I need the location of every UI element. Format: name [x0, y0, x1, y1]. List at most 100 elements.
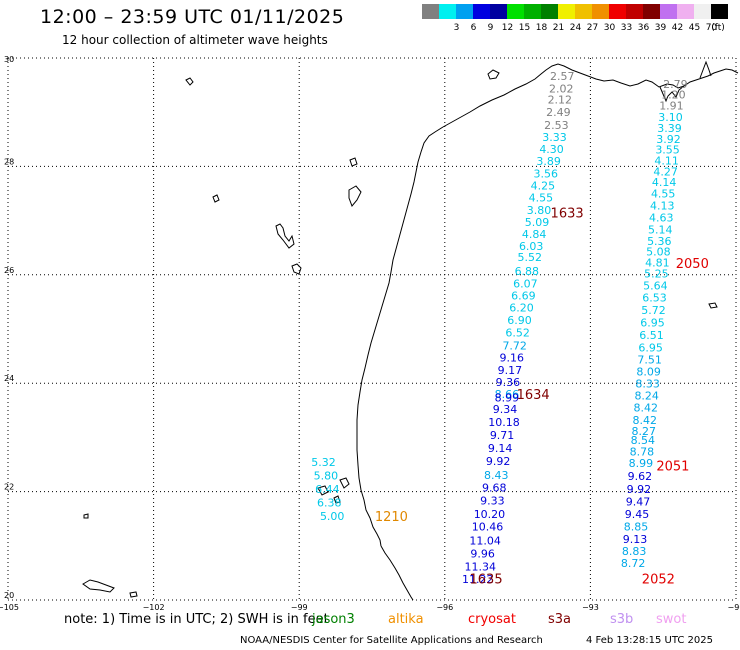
wave-height-value: 6.51: [639, 329, 664, 342]
axis-tick-labels: −105 −102 −99 −96 −93 −90 30 28 26 24 22 20: [0, 55, 740, 612]
lat-tick-label: 24: [4, 374, 14, 383]
wave-height-value: 8.33: [635, 378, 660, 391]
lakes-mexico: [317, 477, 350, 504]
mississippi-delta: [659, 85, 685, 103]
wave-height-value: 4.84: [522, 228, 547, 241]
legend-label: 33: [620, 23, 633, 33]
wave-height-value: 11.34: [464, 560, 496, 573]
legend-label: 42: [671, 23, 684, 33]
graticule: [7, 57, 737, 601]
lake-6: [487, 69, 500, 80]
satellite-name: altika: [388, 612, 424, 627]
legend-label: 15: [518, 23, 531, 33]
mobile-bay: [699, 60, 712, 79]
lake-3: [185, 77, 194, 86]
lat-tick-label: 26: [4, 266, 14, 275]
legend-swatch: [456, 4, 473, 19]
wave-height-value: 3.80: [527, 204, 552, 217]
wave-height-value: 6.95: [638, 341, 663, 354]
island-3: [129, 591, 138, 598]
wave-height-value: 1.91: [659, 100, 684, 113]
legend-swatch: [575, 4, 592, 19]
legend-swatch: [524, 4, 541, 19]
islands-south: [82, 579, 115, 593]
wave-height-value: 2.79: [663, 78, 688, 91]
page-title: 12:00 – 23:59 UTC 01/11/2025: [40, 6, 345, 28]
satellite-name: swot: [656, 612, 687, 627]
satellite-name: jason3: [312, 612, 355, 627]
wave-height-value: 4.11: [654, 154, 679, 167]
wave-height-value: 8.66: [495, 388, 520, 401]
footer-credit: NOAA/NESDIS Center for Satellite Applica…: [240, 635, 543, 646]
island-2: [83, 513, 89, 519]
legend-label: 6: [470, 23, 477, 33]
lake-7: [212, 194, 220, 203]
wave-height-value: 10.20: [474, 508, 506, 521]
wave-height-value: 4.63: [649, 211, 674, 224]
wave-height-value: 8.85: [624, 520, 649, 533]
legend-swatch: [592, 4, 609, 19]
lake-2: [291, 263, 302, 275]
wave-height-value: 9.68: [482, 481, 507, 494]
wave-height-value: 9.92: [627, 483, 652, 496]
legend-swatch: [558, 4, 575, 19]
lon-tick-label: −93: [582, 603, 599, 612]
wave-height-value: 6.53: [642, 292, 667, 305]
wave-height-value: 9.45: [625, 508, 650, 521]
pass-time-label: 2052: [642, 572, 675, 587]
note-text: note: 1) Time is in UTC; 2) SWH is in fe…: [64, 612, 329, 627]
wave-height-value: 6.44: [315, 483, 340, 496]
wave-height-value: 4.13: [650, 199, 675, 212]
legend-label: 27: [586, 23, 599, 33]
legend-swatch: [609, 4, 626, 19]
legend-label: 45: [688, 23, 701, 33]
wave-height-value: 6.88: [515, 265, 540, 278]
wave-height-value: 9.47: [626, 495, 651, 508]
wave-height-value: 5.00: [320, 510, 345, 523]
wave-height-value: 8.24: [634, 390, 659, 403]
wave-height-value: 4.30: [539, 143, 564, 156]
pass-time-label: 1635: [470, 572, 503, 587]
satellite-name: cryosat: [468, 612, 516, 627]
wave-height-value: 5.32: [311, 456, 336, 469]
legend-label: 70: [705, 23, 718, 33]
lat-tick-label: 30: [4, 55, 14, 64]
legend-swatch: [541, 4, 558, 19]
wave-height-value: 4.81: [645, 256, 670, 269]
wave-height-value: 9.96: [470, 547, 495, 560]
lake-4: [348, 185, 362, 207]
satellite-name: s3a: [548, 612, 572, 627]
wave-height-value: 2.02: [549, 82, 574, 95]
wave-height-value: 4.14: [652, 176, 677, 189]
wave-height-value: 8.54: [631, 434, 656, 447]
lon-tick-label: −105: [0, 603, 19, 612]
coastline-gulf: [356, 63, 739, 547]
lon-tick-label: −99: [291, 603, 308, 612]
wave-height-value: 1.20: [661, 88, 686, 101]
legend-swatch: [490, 4, 507, 19]
lake-5: [349, 157, 358, 167]
pass-time-label: 1210: [375, 510, 408, 525]
wave-height-value: 6.20: [509, 301, 534, 314]
wave-height-value: 4.55: [651, 188, 676, 201]
wave-height-value: 9.33: [480, 494, 505, 507]
wave-height-value: 2.57: [550, 70, 575, 83]
wave-height-value: 8.43: [484, 469, 509, 482]
wave-height-value: 3.92: [656, 133, 681, 146]
footer-timestamp: 4 Feb 13:28:15 UTC 2025: [586, 635, 713, 646]
wave-height-value: 5.80: [314, 469, 339, 482]
wave-height-value: 9.34: [493, 403, 518, 416]
wave-height-value: 6.69: [511, 289, 536, 302]
wave-height-value: 6.52: [505, 326, 530, 339]
wave-height-value: 7.51: [637, 353, 662, 366]
wave-height-value: 4.25: [531, 179, 556, 192]
legend-swatch: [694, 4, 711, 19]
wave-height-value: 5.09: [525, 216, 550, 229]
wave-height-value: 9.36: [496, 376, 521, 389]
lat-tick-label: 28: [4, 157, 14, 166]
legend-label: 12: [501, 23, 514, 33]
wave-height-value: 9.71: [490, 429, 515, 442]
legend-swatch: [439, 4, 456, 19]
legend-swatch: [660, 4, 677, 19]
